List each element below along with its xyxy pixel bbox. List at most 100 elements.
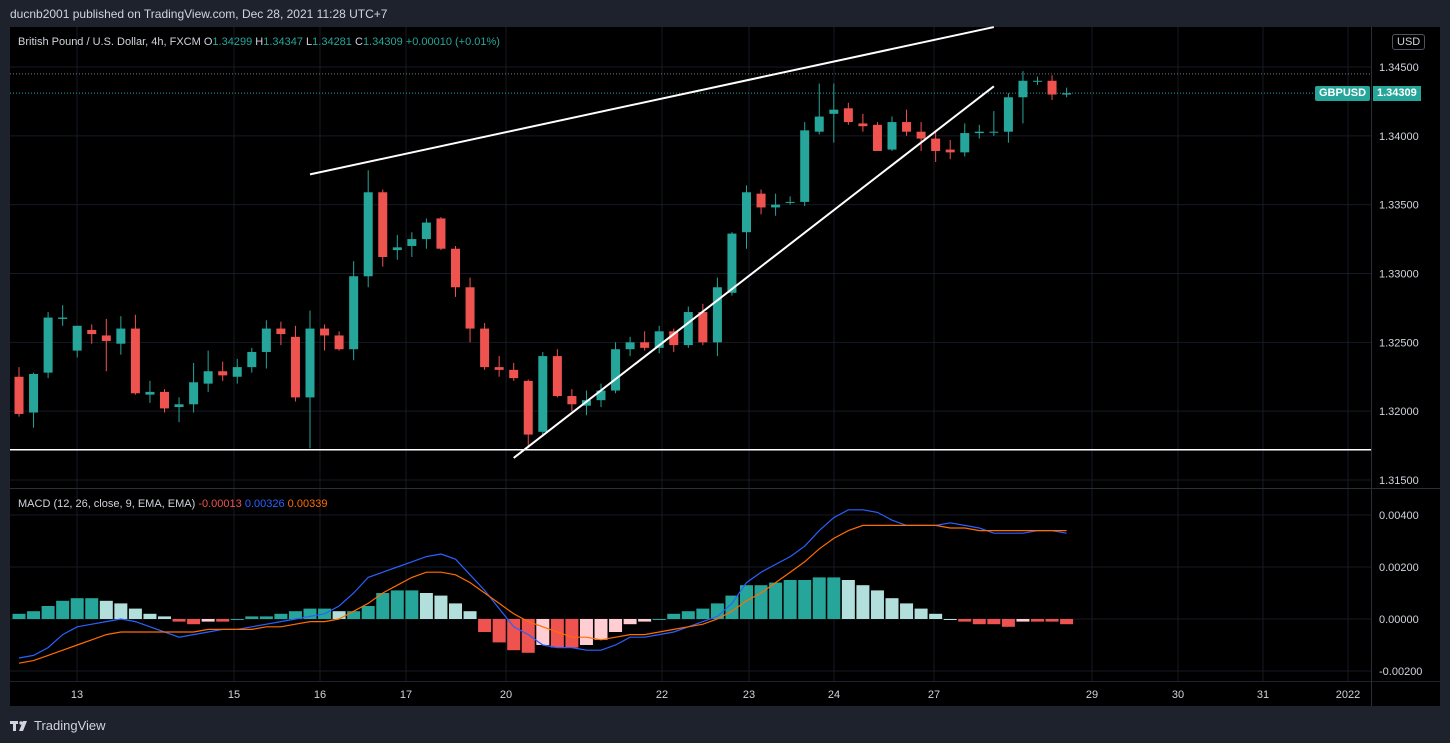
macd-histogram-bar bbox=[288, 611, 302, 619]
macd-tick-label: -0.00200 bbox=[1379, 666, 1422, 678]
macd-histogram-bar bbox=[521, 619, 535, 653]
macd-histogram-bar bbox=[492, 619, 506, 643]
candle-body bbox=[683, 312, 693, 346]
lower-trendline bbox=[513, 85, 995, 459]
macd-histogram-bar bbox=[201, 619, 215, 622]
last-price-tag: 1.34309 bbox=[1373, 86, 1421, 101]
x-tick-label: 13 bbox=[71, 689, 83, 701]
macd-histogram-bar bbox=[216, 619, 230, 622]
candle-body bbox=[189, 382, 199, 405]
macd-tick-label: 0.00000 bbox=[1379, 614, 1419, 626]
candle-body bbox=[421, 222, 431, 240]
candle-body bbox=[247, 351, 257, 368]
publisher-text: ducnb2001 published on TradingView.com, … bbox=[10, 7, 388, 21]
macd-histogram-bar bbox=[449, 603, 462, 619]
macd-histogram-bar bbox=[347, 611, 361, 619]
candle-body bbox=[945, 149, 955, 153]
macd-histogram-bar bbox=[274, 613, 288, 619]
candle-body bbox=[669, 331, 679, 346]
macd-histogram-bar bbox=[478, 619, 492, 632]
candle-body bbox=[480, 328, 490, 368]
candle-body bbox=[887, 122, 897, 150]
candle-body bbox=[654, 331, 664, 348]
macd-tick-label: 0.00400 bbox=[1379, 510, 1419, 522]
candle-body bbox=[305, 328, 315, 398]
x-tick-label: 23 bbox=[743, 689, 755, 701]
macd-histogram-bar bbox=[565, 619, 579, 648]
candle-body bbox=[130, 328, 140, 394]
macd-histogram-bar bbox=[27, 611, 41, 619]
macd-hist-value: -0.00013 bbox=[198, 498, 242, 510]
macd-histogram-bar bbox=[158, 616, 171, 619]
macd-histogram-bar bbox=[1045, 619, 1059, 622]
macd-histogram-bar bbox=[376, 593, 390, 619]
macd-histogram-bar bbox=[405, 590, 419, 619]
macd-histogram-bar bbox=[885, 598, 899, 619]
macd-histogram-bar bbox=[12, 613, 26, 619]
macd-legend[interactable]: MACD (12, 26, close, 9, EMA, EMA) -0.000… bbox=[18, 498, 327, 510]
candle-body bbox=[14, 376, 24, 414]
x-tick-label: 20 bbox=[500, 689, 512, 701]
candle-body bbox=[203, 371, 213, 384]
candle-body bbox=[451, 248, 460, 288]
candle-body bbox=[392, 247, 402, 251]
candle-body bbox=[87, 329, 97, 335]
macd-histogram-bar bbox=[638, 619, 652, 622]
currency-button[interactable]: USD bbox=[1392, 34, 1426, 50]
candle-body bbox=[509, 369, 519, 379]
candle-body bbox=[931, 138, 941, 151]
tradingview-logo-icon bbox=[10, 720, 27, 731]
high-value: 1.34347 bbox=[263, 36, 303, 48]
price-tick-label: 1.33500 bbox=[1379, 200, 1419, 212]
macd-histogram-bar bbox=[798, 580, 812, 619]
candle-body bbox=[58, 317, 68, 319]
macd-tick-label: 0.00200 bbox=[1379, 562, 1419, 574]
brand[interactable]: TradingView bbox=[10, 718, 106, 733]
candle-body bbox=[465, 287, 475, 329]
x-tick-label: 29 bbox=[1086, 689, 1098, 701]
candle-body bbox=[712, 287, 722, 343]
macd-histogram-bar bbox=[827, 577, 841, 619]
high-label: H bbox=[255, 36, 264, 48]
candle-body bbox=[756, 193, 766, 208]
price-legend[interactable]: British Pound / U.S. Dollar, 4h, FXCM O1… bbox=[18, 36, 500, 48]
low-label: L bbox=[306, 36, 313, 48]
candle-body bbox=[785, 201, 795, 203]
candle-body bbox=[829, 109, 839, 114]
candle-body bbox=[349, 276, 359, 350]
candle-body bbox=[436, 218, 446, 249]
candle-body bbox=[698, 312, 708, 343]
upper-trendline bbox=[309, 26, 995, 176]
macd-histogram-bar bbox=[812, 577, 826, 619]
candle-body bbox=[1062, 93, 1072, 95]
x-tick-label: 27 bbox=[928, 689, 940, 701]
macd-line-value: 0.00326 bbox=[244, 498, 285, 510]
macd-histogram-bar bbox=[128, 608, 142, 619]
macd-histogram-bar bbox=[623, 619, 637, 625]
x-tick-label: 2022 bbox=[1336, 689, 1360, 701]
macd-histogram-bar bbox=[259, 616, 273, 619]
macd-histogram-bar bbox=[841, 580, 855, 619]
macd-histogram-bar bbox=[550, 619, 564, 648]
price-axis[interactable] bbox=[1372, 27, 1440, 681]
candle-body bbox=[727, 233, 737, 293]
candle-body bbox=[872, 124, 882, 151]
macd-histogram-bar bbox=[507, 619, 521, 651]
macd-signal-value: 0.00339 bbox=[287, 498, 328, 510]
candle-body bbox=[974, 131, 984, 134]
macd-histogram-bar bbox=[99, 600, 113, 619]
macd-histogram-bar bbox=[1016, 619, 1030, 622]
candle-body bbox=[378, 192, 388, 257]
candle-body bbox=[334, 335, 344, 350]
close-value: 1.34309 bbox=[362, 36, 403, 48]
macd-histogram-bar bbox=[579, 619, 593, 645]
macd-histogram-bar bbox=[914, 608, 928, 619]
macd-histogram-bar bbox=[929, 613, 943, 619]
macd-histogram-bar bbox=[609, 619, 623, 632]
brand-name: TradingView bbox=[34, 718, 106, 733]
macd-histogram-bar bbox=[56, 600, 70, 619]
macd-histogram-bar bbox=[1031, 619, 1044, 622]
x-tick-label: 16 bbox=[314, 689, 326, 701]
x-tick-label: 30 bbox=[1172, 689, 1184, 701]
time-axis[interactable] bbox=[10, 682, 1371, 706]
